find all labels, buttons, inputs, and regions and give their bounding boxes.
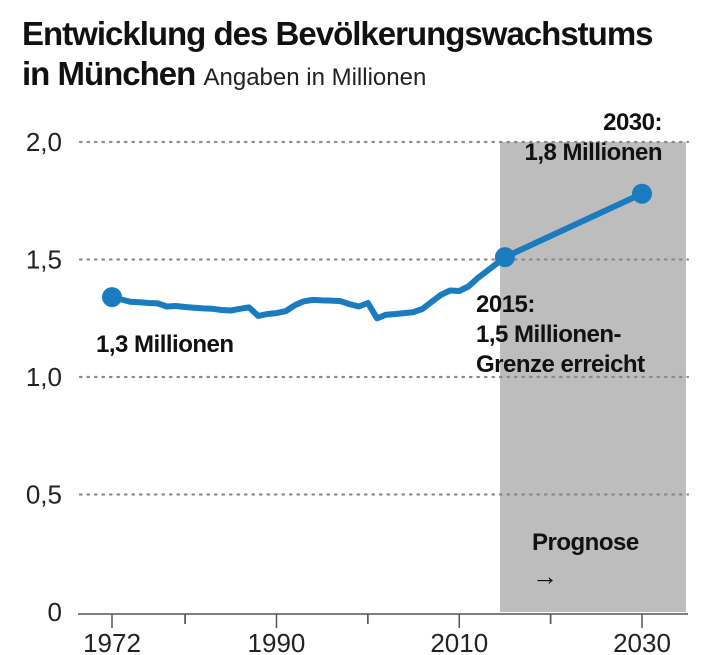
prognose-label: Prognose →	[532, 528, 639, 590]
series-line-bevölkerung	[109, 190, 645, 322]
annotation-2015-value: 1,5 Millionen-	[476, 321, 622, 348]
y-axis-ticks: 0 0,5 1,0 1,5 2,0	[26, 127, 62, 627]
annotation-2015-note: Grenze erreicht	[476, 351, 645, 378]
y-tick-label: 2,0	[26, 127, 62, 157]
annotation-2030-value: 1,8 Millionen	[524, 139, 662, 166]
y-tick-label: 1,0	[26, 362, 62, 392]
x-tick-label: 2010	[430, 628, 488, 655]
y-tick-label: 1,5	[26, 245, 62, 275]
annotation-2030: 2030: 1,8 Millionen	[524, 108, 662, 168]
chart-title-city: in München	[22, 55, 196, 92]
data-point-2015	[494, 247, 515, 268]
chart-title: Entwicklung des Bevölkerungswachstums in…	[22, 14, 712, 98]
annotation-2015-year: 2015:	[476, 291, 535, 318]
chart-title-line-2: in München Angaben in Millionen	[22, 54, 712, 98]
x-tick-label: 1990	[248, 628, 306, 655]
data-markers	[102, 183, 652, 308]
y-tick-label: 0,5	[26, 480, 62, 510]
x-tick-label: 2030	[613, 628, 671, 655]
data-point-1972	[102, 287, 122, 308]
x-axis: 1972 1990 2010 2030	[78, 613, 688, 655]
prognose-text: Prognose	[532, 529, 639, 556]
annotation-2030-year: 2030:	[603, 109, 662, 136]
series-lines	[109, 190, 645, 322]
title-block: Entwicklung des Bevölkerungswachstums in…	[22, 14, 712, 98]
y-tick-label: 0	[48, 597, 62, 627]
x-tick-label: 1972	[83, 628, 141, 655]
annotation-start-text: 1,3 Millionen	[96, 331, 234, 358]
chart-title-line-1: Entwicklung des Bevölkerungswachstums	[22, 15, 654, 52]
prognose-arrow: →	[532, 561, 558, 591]
annotation-2015: 2015: 1,5 Millionen- Grenze erreicht	[476, 290, 645, 380]
annotation-start-value: 1,3 Millionen	[96, 330, 234, 360]
chart-subtitle: Angaben in Millionen	[203, 64, 427, 91]
data-point-2030	[632, 183, 652, 204]
